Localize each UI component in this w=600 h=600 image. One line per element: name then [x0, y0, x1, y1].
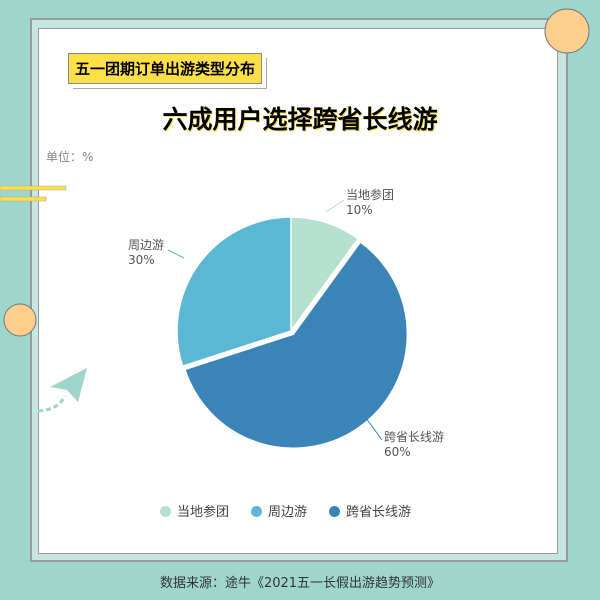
legend-item-long[interactable]: 跨省长线游	[329, 501, 411, 520]
leader-line-1	[167, 249, 185, 259]
label-local: 当地参团 10%	[346, 188, 395, 217]
legend: 当地参团 周边游 跨省长线游	[160, 501, 411, 520]
legend-item-nearby[interactable]: 周边游	[251, 501, 307, 520]
leader-line-2	[365, 417, 383, 441]
pie-slice-2	[176, 216, 292, 368]
paper-plane-icon	[37, 368, 87, 413]
yellow-bar-decoration	[0, 196, 47, 202]
label-long: 跨省长线游 60%	[384, 430, 445, 459]
unit-label: 单位：%	[46, 150, 94, 164]
source-note: 数据来源：途牛《2021五一长假出游趋势预测》	[159, 576, 441, 591]
label-nearby: 周边游 30%	[128, 238, 165, 267]
pie-slice-1	[183, 240, 409, 449]
legend-item-local[interactable]: 当地参团	[160, 501, 229, 520]
orange-circle-decoration	[3, 303, 37, 337]
orange-circle-decoration	[544, 8, 590, 54]
pie-slice-0	[290, 216, 360, 334]
leader-line-0	[325, 199, 345, 213]
section-tag: 五一团期订单出游类型分布	[68, 53, 263, 84]
chart-title: 六成用户选择跨省长线游	[162, 105, 438, 134]
yellow-bar-decoration	[0, 185, 67, 191]
